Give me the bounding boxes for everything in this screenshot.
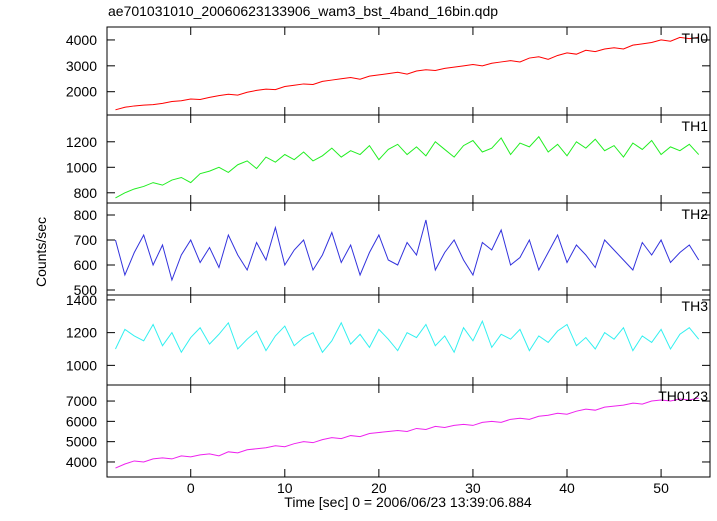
y-tick-label: 1200 — [66, 134, 97, 150]
panel-frame — [106, 114, 711, 204]
y-tick-label: 800 — [74, 185, 98, 201]
data-line — [115, 319, 700, 354]
x-tick-label: 10 — [277, 480, 293, 496]
panel-label: TH3 — [682, 298, 709, 314]
panel-frame — [106, 202, 711, 296]
y-tick-label: 800 — [74, 207, 98, 223]
panel-frame — [106, 294, 711, 386]
x-tick-label: 30 — [465, 480, 481, 496]
data-line — [115, 36, 699, 111]
data-line — [115, 135, 700, 199]
y-tick-label: 3000 — [66, 58, 97, 74]
x-axis-label: Time [sec] 0 = 2006/06/23 13:39:06.884 — [284, 494, 532, 510]
x-tick-label: 40 — [559, 480, 575, 496]
y-axis-label: Counts/sec — [33, 217, 49, 287]
panel-frame — [106, 26, 711, 116]
data-line — [114, 219, 700, 282]
panel-label: TH1 — [682, 118, 709, 134]
panel-label: TH0 — [682, 30, 709, 46]
panel-frame — [106, 384, 711, 478]
y-tick-label: 7000 — [66, 393, 97, 409]
y-tick-label: 1000 — [66, 357, 97, 373]
panel-label: TH2 — [682, 206, 709, 222]
data-line — [115, 397, 699, 469]
y-tick-label: 1200 — [66, 325, 97, 341]
chart-title: ae701031010_20060623133906_wam3_bst_4ban… — [108, 3, 498, 19]
y-tick-label: 500 — [74, 282, 98, 298]
y-tick-label: 600 — [74, 257, 98, 273]
y-tick-label: 5000 — [66, 434, 97, 450]
y-tick-label: 700 — [74, 232, 98, 248]
panel-label: TH0123 — [658, 388, 708, 404]
y-tick-label: 1000 — [66, 159, 97, 175]
y-tick-label: 4000 — [66, 32, 97, 48]
y-tick-label: 2000 — [66, 84, 97, 100]
y-tick-label: 4000 — [66, 454, 97, 470]
x-tick-label: 0 — [187, 480, 195, 496]
y-tick-label: 6000 — [66, 413, 97, 429]
x-tick-label: 50 — [653, 480, 669, 496]
x-tick-label: 20 — [371, 480, 387, 496]
y-tick-label: 1400 — [66, 292, 97, 308]
